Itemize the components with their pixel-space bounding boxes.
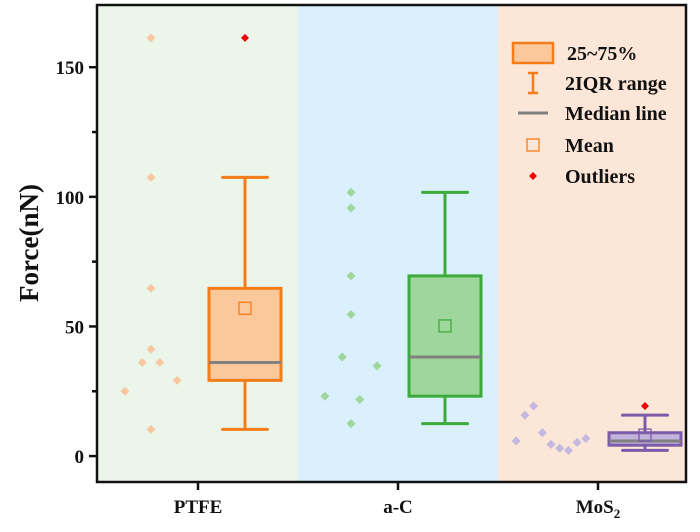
x-tick-label-main: a-C	[383, 497, 413, 518]
x-tick-label-main: MoS	[576, 497, 614, 518]
legend-outlier-icon	[529, 172, 537, 180]
data-point	[137, 357, 147, 367]
data-point	[346, 271, 356, 281]
category-backgrounds	[97, 5, 686, 482]
mean-marker	[438, 319, 452, 333]
data-point	[337, 352, 347, 362]
legend-whisker-icon	[528, 71, 538, 95]
outlier-point	[641, 402, 649, 411]
iqr-box	[207, 286, 283, 382]
outlier-point	[241, 33, 249, 42]
data-point	[172, 375, 182, 385]
data-point	[555, 443, 565, 453]
category-background-PTFE	[97, 5, 298, 482]
iqr-box	[407, 274, 483, 398]
x-tick-label-a-C: a-C	[383, 497, 413, 518]
legend: 25~75% 2IQR range Median line Mean Outliers	[511, 41, 667, 188]
axes: 0 50 100 150 PTFE a-C MoS2	[56, 3, 688, 521]
data-point	[355, 395, 365, 405]
legend-label: Mean	[565, 135, 614, 157]
iqr-box	[607, 431, 683, 447]
data-point	[520, 410, 530, 420]
y-tick-label: 100	[56, 188, 85, 209]
data-point	[563, 445, 573, 455]
data-point	[146, 33, 156, 43]
data-point	[346, 419, 356, 429]
data-point	[546, 439, 556, 449]
data-point	[581, 433, 591, 443]
legend-box-icon	[511, 41, 555, 65]
data-point	[146, 172, 156, 182]
mean-marker	[238, 301, 252, 315]
y-tick-label: 50	[65, 317, 84, 338]
data-point	[511, 436, 521, 446]
x-tick-label-main: PTFE	[174, 497, 223, 518]
y-axis-label: Force(nN)	[14, 184, 44, 302]
y-tick-label: 0	[75, 447, 85, 468]
data-point	[346, 187, 356, 197]
plot-marks	[120, 33, 683, 455]
x-tick-label-PTFE: PTFE	[174, 497, 223, 518]
y-tick-label: 150	[56, 58, 85, 79]
data-point	[529, 401, 539, 411]
data-point	[572, 437, 582, 447]
plot-frame	[95, 3, 688, 484]
data-point	[120, 386, 130, 396]
data-point	[346, 310, 356, 320]
data-point	[537, 428, 547, 438]
x-tick-label-MoS2: MoS2	[576, 497, 621, 521]
data-point	[320, 391, 330, 401]
legend-label: Outliers	[565, 166, 635, 188]
data-point	[146, 344, 156, 354]
data-point	[372, 361, 382, 371]
legend-label: 25~75%	[567, 43, 637, 65]
mean-marker	[638, 428, 652, 442]
legend-label: 2IQR range	[565, 73, 667, 95]
legend-label: Median line	[565, 103, 667, 125]
category-background-MoS2	[498, 5, 686, 482]
legend-mean-icon	[526, 138, 540, 152]
data-point	[146, 424, 156, 434]
data-point	[155, 357, 165, 367]
data-point	[346, 203, 356, 213]
x-tick-label-subscript: 2	[614, 506, 621, 521]
category-background-a-C	[298, 5, 498, 482]
data-point	[146, 283, 156, 293]
